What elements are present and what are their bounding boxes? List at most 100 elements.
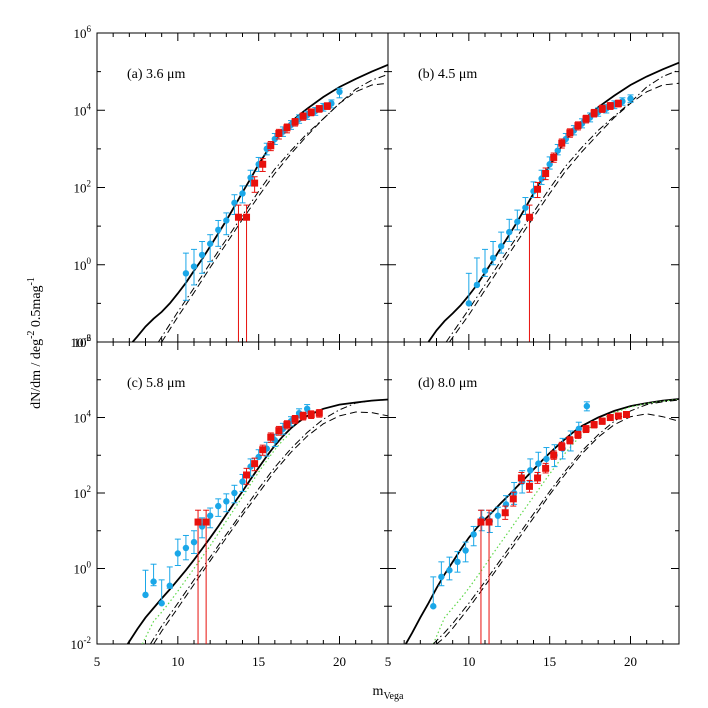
data-point-square	[534, 185, 542, 193]
data-point-square	[517, 474, 525, 482]
data-point-circle	[470, 531, 477, 538]
data-point-square	[251, 179, 259, 187]
data-point-circle	[166, 582, 173, 589]
y-tick-label: 104	[74, 101, 92, 118]
model-curve-dashed	[436, 413, 679, 644]
data-point-square	[267, 142, 275, 150]
y-tick-label-base: 10	[74, 335, 87, 350]
y-tick-label: 102	[74, 484, 92, 501]
data-point-circle	[430, 603, 437, 610]
data-point-square	[509, 495, 517, 503]
model-curve-dashed	[448, 82, 679, 342]
data-point-circle	[510, 489, 518, 497]
data-point-square	[307, 411, 315, 419]
panel-4: 5 10 15 20 (d) 8.0 μm	[385, 341, 680, 669]
data-point-square	[307, 108, 315, 116]
data-point-square	[259, 160, 267, 168]
model-curve-dotted	[141, 432, 292, 644]
model-curve-dashdot	[432, 399, 679, 644]
y-tick-label-exponent: 4	[87, 101, 92, 111]
y-tick-label-exponent: 0	[87, 560, 92, 570]
y-tick-label: 106	[74, 24, 92, 41]
data-point-square	[202, 518, 210, 526]
y-tick-label-exponent: 0	[87, 256, 92, 266]
model-curve-solid	[126, 398, 388, 644]
data-point-circle	[506, 228, 513, 236]
y-tick-label: 100	[74, 560, 92, 577]
data-point-square	[477, 518, 485, 526]
plot-area	[126, 398, 388, 644]
data-point-square	[283, 421, 291, 429]
data-point-square	[566, 129, 574, 137]
data-point-square	[315, 105, 323, 113]
data-point-square	[275, 130, 283, 138]
data-point-square	[558, 139, 566, 147]
model-curve-dashed	[161, 82, 388, 342]
y-tick-label-base: 10	[74, 26, 87, 41]
data-point-square	[614, 99, 622, 107]
y-tick-label-base: 10	[74, 103, 87, 118]
data-point-circle	[497, 243, 505, 250]
data-point-circle	[198, 251, 206, 259]
data-point-circle	[271, 135, 279, 143]
data-point-circle	[575, 425, 582, 433]
x-axis-label-sub: Vega	[383, 691, 404, 702]
x-tick-label: 10	[462, 654, 475, 669]
data-point-square	[566, 436, 574, 444]
data-point-square	[598, 417, 606, 425]
data-point-circle	[190, 263, 198, 270]
data-point-circle	[454, 558, 461, 566]
model-curve-dashdot	[445, 69, 679, 342]
data-point-square	[542, 170, 550, 178]
model-curve-dashdot	[157, 73, 388, 342]
y-axis-label-mid: 0.5mag	[29, 285, 44, 330]
data-point-square	[582, 115, 590, 123]
data-point-circle	[336, 88, 343, 96]
y-axis-label-main: dN/dm / deg	[29, 339, 44, 409]
y-tick-label-base: 10	[74, 486, 87, 501]
y-tick-label: 106	[74, 333, 92, 350]
data-point-square	[606, 414, 614, 421]
data-point-circle	[190, 538, 198, 546]
data-point-square	[291, 415, 299, 423]
data-point-circle	[465, 300, 473, 307]
data-point-square	[606, 102, 614, 110]
data-point-square	[243, 471, 251, 479]
y-tick-label: 104	[74, 409, 92, 426]
data-point-square	[574, 431, 582, 439]
data-point-circle	[473, 281, 481, 289]
data-point-square	[283, 124, 291, 132]
data-point-circle	[206, 240, 214, 247]
data-point-circle	[255, 453, 262, 461]
model-curve-solid	[427, 61, 679, 342]
x-tick-label: 20	[333, 654, 346, 669]
x-axis-label-main: m	[373, 684, 384, 699]
panel-2: (b) 4.5 μm	[387, 32, 680, 343]
data-point-circle	[446, 567, 453, 574]
panel-title: (a) 3.6 μm	[127, 67, 186, 82]
panel-title: (b) 4.5 μm	[418, 67, 477, 82]
data-point-square	[251, 460, 259, 468]
data-point-circle	[239, 478, 246, 485]
panel-title: (c) 5.8 μm	[127, 376, 186, 391]
model-curve-dashdot	[149, 399, 388, 644]
y-tick-label-exponent: 6	[87, 24, 92, 34]
data-point-circle	[583, 402, 591, 410]
data-point-square	[525, 213, 533, 221]
y-tick-label-exponent: -2	[84, 333, 92, 343]
data-point-circle	[206, 512, 214, 519]
data-point-circle	[462, 547, 469, 554]
data-point-circle	[494, 512, 502, 519]
y-tick-label: 10-2	[71, 333, 92, 350]
data-point-square	[550, 451, 558, 459]
y-tick-label-exponent: -2	[84, 635, 92, 645]
data-point-square	[291, 118, 299, 126]
data-point-square	[590, 109, 598, 117]
data-point-circle	[522, 204, 529, 211]
y-tick-label-exponent: 6	[87, 333, 92, 343]
data-point-square	[534, 474, 542, 482]
data-point-circle	[247, 174, 254, 181]
data-point-circle	[489, 254, 497, 262]
